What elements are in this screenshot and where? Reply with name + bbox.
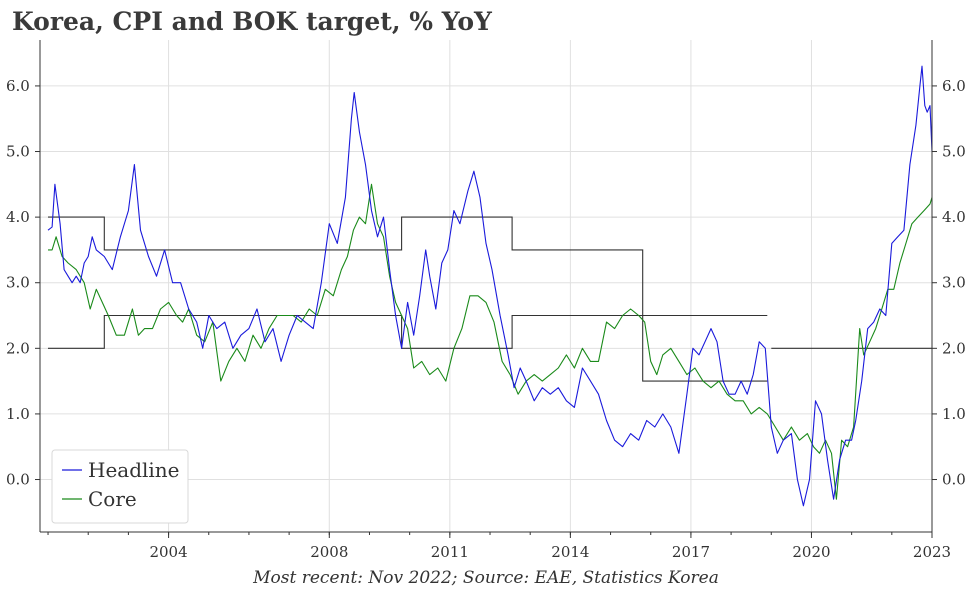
y-tick-label-left: 6.0 bbox=[6, 77, 30, 95]
x-tick-label: 2011 bbox=[431, 543, 469, 561]
legend: Headline Core bbox=[51, 449, 189, 524]
source-note: Most recent: Nov 2022; Source: EAE, Stat… bbox=[252, 568, 719, 588]
target-upper-line bbox=[48, 216, 768, 317]
series-lines bbox=[47, 65, 933, 507]
y-tick-label-right: 6.0 bbox=[942, 77, 966, 95]
chart-title: Korea, CPI and BOK target, % YoY bbox=[12, 7, 493, 36]
series-line-headline bbox=[47, 65, 933, 507]
legend-headline-label: Headline bbox=[88, 458, 180, 482]
target-lines bbox=[48, 216, 932, 382]
y-ticks-right: 0.0 1.0 2.0 3.0 4.0 5.0 6.0 bbox=[932, 77, 966, 489]
target-lower-line bbox=[48, 314, 768, 382]
y-tick-label-left: 5.0 bbox=[6, 143, 30, 161]
x-tick-label: 2014 bbox=[551, 543, 589, 561]
x-tick-label: 2004 bbox=[149, 543, 187, 561]
axes bbox=[39, 40, 933, 533]
y-tick-label-left: 2.0 bbox=[6, 339, 30, 357]
x-tick-label: 2008 bbox=[310, 543, 348, 561]
y-tick-label-left: 4.0 bbox=[6, 208, 30, 226]
y-tick-label-right: 1.0 bbox=[942, 405, 966, 423]
x-tick-label: 2020 bbox=[792, 543, 830, 561]
y-tick-label-right: 5.0 bbox=[942, 143, 966, 161]
legend-core-label: Core bbox=[88, 487, 137, 511]
y-tick-label-right: 0.0 bbox=[942, 471, 966, 489]
y-tick-label-right: 4.0 bbox=[942, 208, 966, 226]
y-tick-label-left: 0.0 bbox=[6, 471, 30, 489]
y-tick-label-right: 2.0 bbox=[942, 339, 966, 357]
x-tick-label: 2017 bbox=[672, 543, 710, 561]
y-tick-label-left: 3.0 bbox=[6, 274, 30, 292]
legend-box bbox=[51, 449, 189, 524]
x-tick-label: 2023 bbox=[913, 543, 951, 561]
y-ticks-left: 0.0 1.0 2.0 3.0 4.0 5.0 6.0 bbox=[6, 77, 40, 489]
x-ticks: 2004 2008 2011 2014 2017 2020 2023 bbox=[47, 532, 951, 561]
y-tick-label-left: 1.0 bbox=[6, 405, 30, 423]
series-line-core bbox=[48, 183, 933, 500]
y-tick-label-right: 3.0 bbox=[942, 274, 966, 292]
